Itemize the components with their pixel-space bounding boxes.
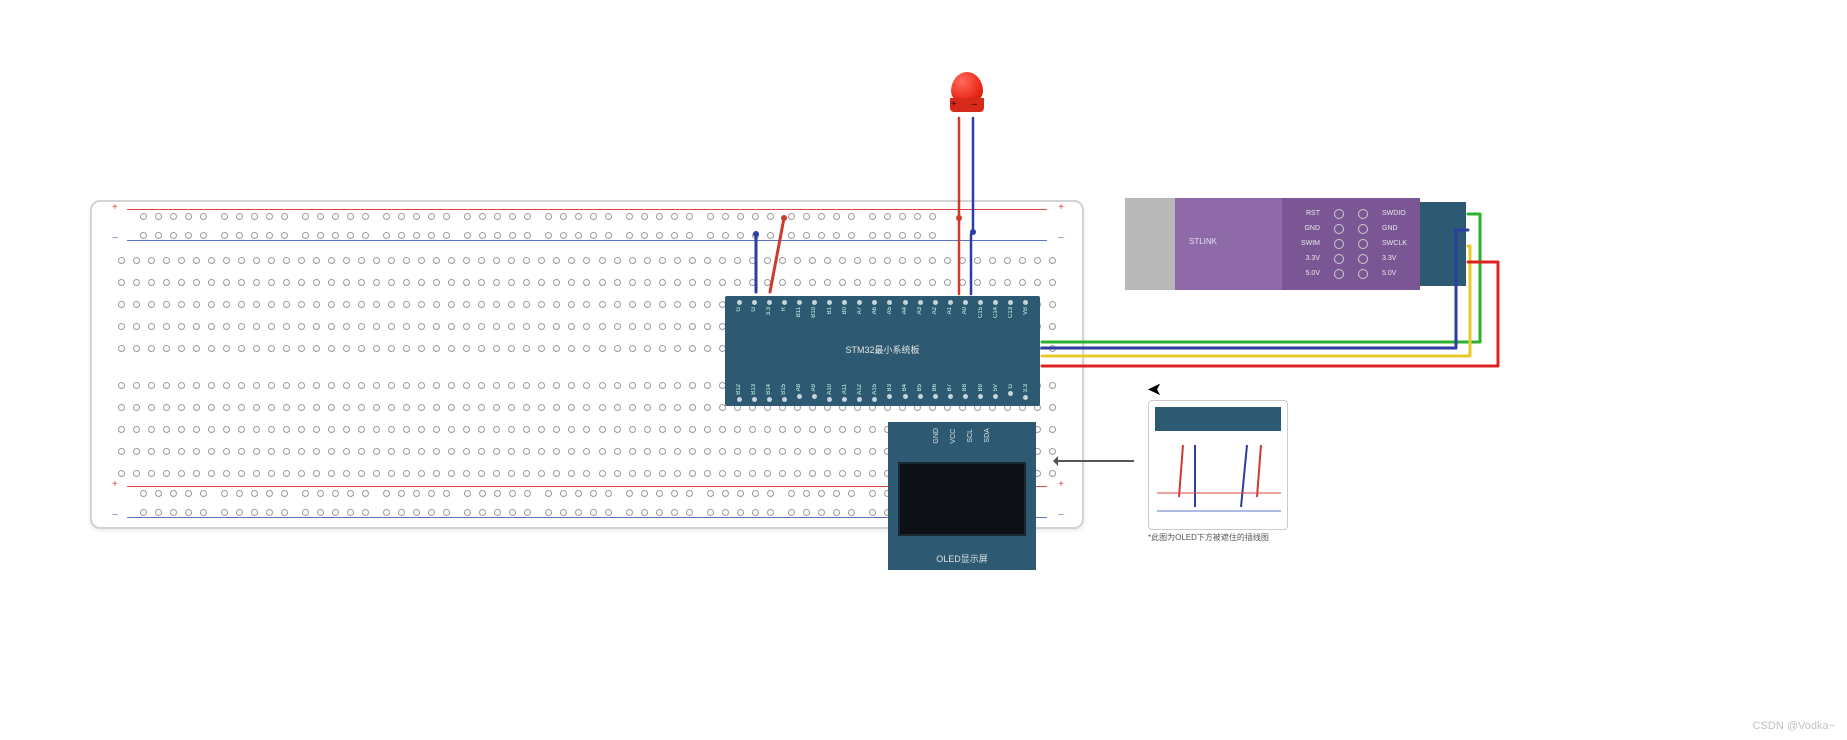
- oled-module: GNDVCCSCLSDA OLED显示屏: [888, 422, 1036, 570]
- watermark: CSDN @Vodka~: [1753, 721, 1835, 732]
- power-rail-top-holes: [140, 213, 1034, 239]
- oled-pins: GNDVCCSCLSDA: [888, 428, 1036, 444]
- mcu-title: STM32最小系统板: [725, 346, 1040, 355]
- stlink-header: RSTSWDIOGNDGNDSWIMSWCLK3.3V3.3V5.0V5.0V: [1282, 198, 1420, 290]
- led-red: [947, 72, 987, 127]
- mini-caption: *此图为OLED下方被遮住的插线图: [1148, 534, 1269, 542]
- stlink-body: STLINK RSTSWDIOGNDGNDSWIMSWCLK3.3V3.3V5.…: [1175, 198, 1420, 290]
- stm32-board: GG3.3RB11B10B1B0A7A6A5A4A3A2A1A0C15C14C1…: [725, 296, 1040, 406]
- mcu-pins-top: GG3.3RB11B10B1B0A7A6A5A4A3A2A1A0C15C14C1…: [733, 300, 1032, 318]
- led-base: [950, 98, 984, 112]
- stlink-usb-plug: [1125, 198, 1175, 290]
- oled-screen: [898, 462, 1026, 536]
- stlink-name: STLINK: [1189, 238, 1217, 246]
- oled-label: OLED显示屏: [888, 555, 1036, 564]
- stlink-pin-block: [1420, 202, 1466, 286]
- mcu-pins-bottom: B12B13B14B15A8A9A10A11A12A15B3B4B5B6B7B8…: [733, 384, 1032, 402]
- mini-wires: [1149, 401, 1289, 531]
- arrow-inset-to-oled: [1056, 460, 1134, 462]
- mini-breadboard: [1148, 400, 1288, 530]
- oled-wiring-inset: *此图为OLED下方被遮住的插线图: [1148, 400, 1288, 530]
- stlink-programmer: STLINK RSTSWDIOGNDGNDSWIMSWCLK3.3V3.3V5.…: [1125, 198, 1420, 290]
- cursor-icon: ➤: [1147, 380, 1162, 398]
- power-rail-top: ++ −−: [112, 207, 1062, 245]
